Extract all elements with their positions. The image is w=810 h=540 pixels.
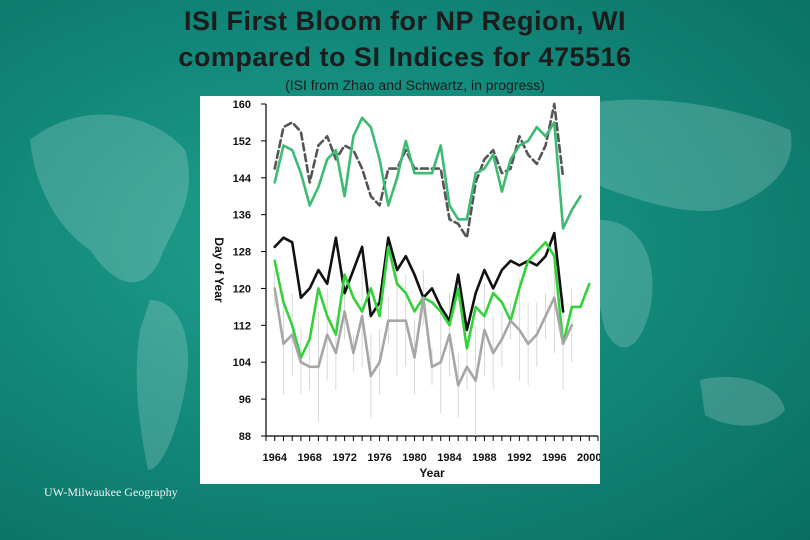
y-tick-label: 104	[233, 357, 252, 369]
series-line-3	[273, 231, 565, 332]
x-tick-label: 1976	[367, 452, 391, 464]
x-axis-label: Year	[419, 466, 445, 480]
y-tick-label: 136	[233, 210, 251, 222]
y-tick-label: 88	[239, 431, 251, 443]
bloom-chart: 88 96 104 112 120 128 136 144 152 160 1964 1968 1972…	[200, 96, 600, 484]
y-axis-label: Day of Year	[212, 237, 226, 302]
x-tick-label: 1980	[402, 452, 426, 464]
x-tick-label: 1968	[297, 452, 321, 464]
series-line-4	[273, 241, 591, 359]
chart-subtitle: (ISI from Zhao and Schwartz, in progress…	[285, 77, 545, 93]
x-tick-label: 1964	[262, 452, 287, 464]
x-tick-label: 1996	[542, 452, 566, 464]
footer-credit: UW-Milwaukee Geography	[44, 485, 178, 499]
x-tick-label: 1992	[507, 452, 531, 464]
y-tick-label: 152	[233, 136, 251, 148]
x-tick-label: 1988	[472, 452, 496, 464]
x-tick-label: 1972	[332, 452, 356, 464]
series-line-2	[273, 116, 582, 230]
slide-title-line-2: compared to SI Indices for 475516	[178, 42, 632, 72]
y-tick-label: 144	[233, 173, 252, 185]
slide-title-line-1: ISI First Bloom for NP Region, WI	[183, 6, 626, 36]
y-tick-label: 160	[233, 99, 251, 111]
x-tick-label: 2000	[577, 452, 600, 464]
series-line-5	[273, 287, 574, 387]
y-tick-label: 96	[239, 394, 251, 406]
y-tick-label: 120	[233, 283, 251, 295]
y-tick-label: 128	[233, 247, 251, 259]
y-tick-label: 112	[233, 320, 251, 332]
x-tick-label: 1984	[437, 452, 462, 464]
